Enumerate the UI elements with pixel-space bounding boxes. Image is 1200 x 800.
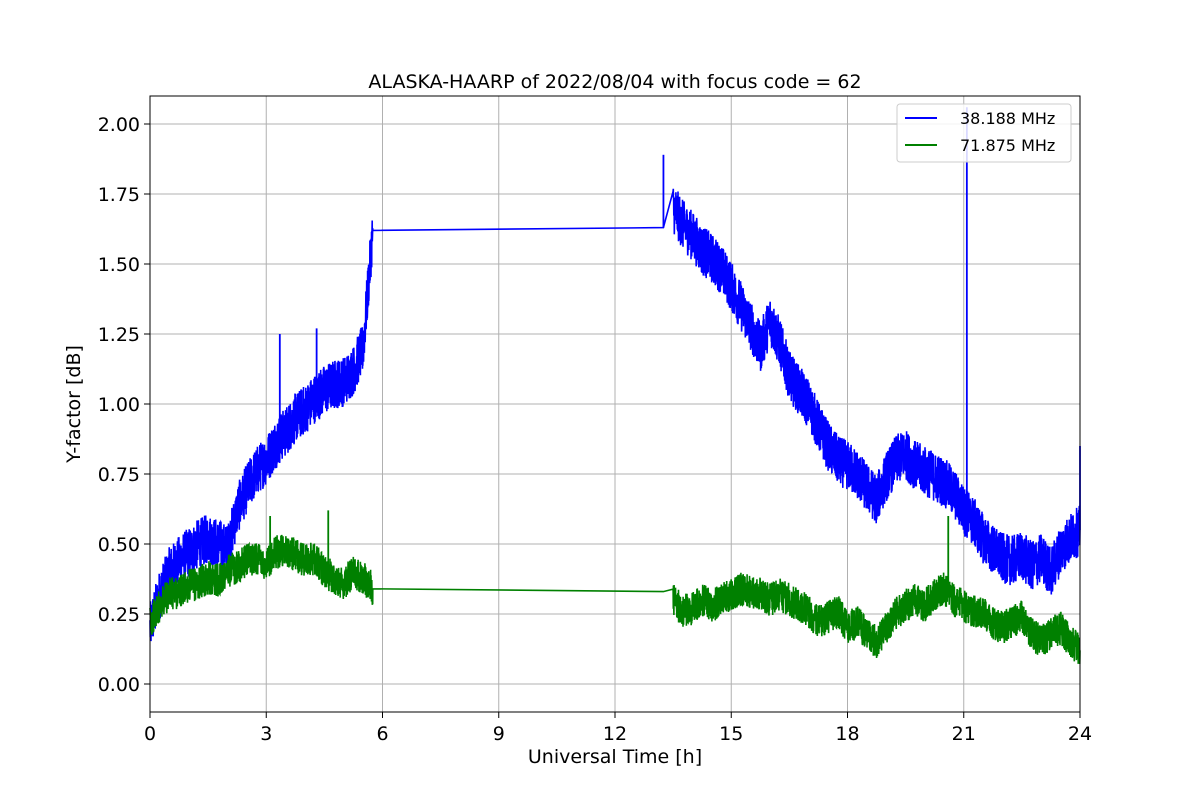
legend-label-series-2: 71.875 MHz [960,136,1055,155]
series-2 [149,510,1081,665]
y-axis-label: Y-factor [dB] [63,345,85,464]
x-tick-label: 21 [952,723,976,745]
y-tick-label: 2.00 [98,114,140,136]
y-tick-label: 0.50 [98,534,140,556]
x-tick-label: 18 [835,723,859,745]
x-tick-label: 24 [1068,723,1092,745]
x-tick-label: 3 [260,723,272,745]
x-tick-label: 9 [493,723,505,745]
y-tick-label: 1.25 [98,324,140,346]
x-tick-label: 0 [144,723,156,745]
y-tick-label: 0.00 [98,674,140,696]
plot-area [149,107,1081,665]
x-tick-label: 15 [719,723,743,745]
chart-title: ALASKA-HAARP of 2022/08/04 with focus co… [368,71,861,93]
legend-box [896,103,1072,163]
legend: 38.188 MHz 71.875 MHz [896,103,1072,163]
y-tick-label: 0.25 [98,604,140,626]
x-axis-label: Universal Time [h] [528,746,702,768]
y-tick-label: 1.75 [98,184,140,206]
x-tick-label: 6 [376,723,388,745]
y-axis: 0.00 0.25 0.50 0.75 1.00 1.25 1.50 1.75 2.00 [98,114,150,696]
legend-label-series-1: 38.188 MHz [960,109,1055,128]
x-axis: 0 3 6 9 12 15 18 21 24 [144,712,1092,745]
series-line-1 [149,188,1081,642]
series-line-2 [149,534,1081,665]
x-tick-label: 12 [603,723,627,745]
y-tick-label: 0.75 [98,464,140,486]
y-tick-label: 1.00 [98,394,140,416]
y-tick-label: 1.50 [98,254,140,276]
grid [149,96,1081,712]
